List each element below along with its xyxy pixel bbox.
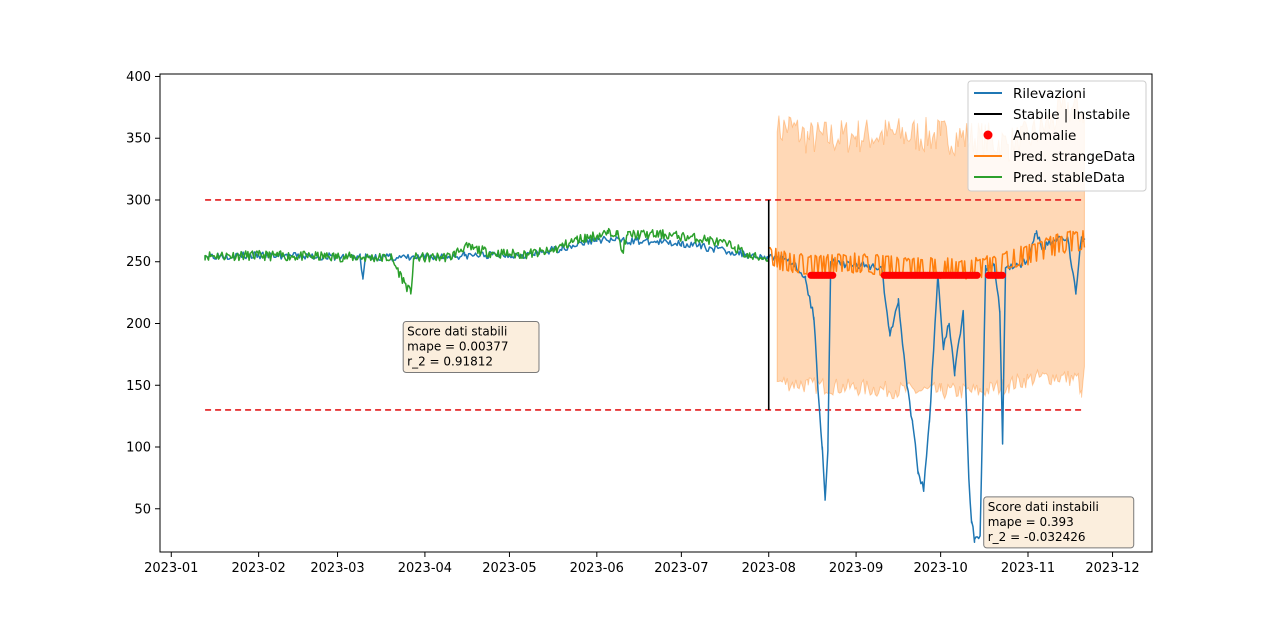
legend-label: Stabile | Instabile bbox=[1013, 107, 1130, 123]
y-tick-label: 300 bbox=[126, 193, 151, 208]
annotation-line: r_2 = -0.032426 bbox=[988, 530, 1086, 544]
x-tick-label: 2023-12 bbox=[1085, 561, 1139, 576]
x-tick-label: 2023-02 bbox=[231, 561, 285, 576]
legend-marker bbox=[983, 130, 993, 140]
anomaly-point bbox=[973, 271, 981, 279]
y-tick-label: 150 bbox=[126, 379, 151, 394]
legend-item: Anomalie bbox=[983, 128, 1076, 144]
legend: Rilevazioni Stabile | Instabile Anomalie Pr… bbox=[967, 80, 1147, 192]
legend-item: Pred. stableData bbox=[974, 170, 1125, 186]
legend-label: Anomalie bbox=[1013, 128, 1076, 144]
annotation-title: Score dati instabili bbox=[988, 500, 1099, 514]
legend-label: Rilevazioni bbox=[1013, 86, 1086, 102]
x-tick-label: 2023-06 bbox=[570, 561, 624, 576]
annotation-box bbox=[983, 496, 1135, 549]
y-tick-label: 200 bbox=[126, 317, 151, 332]
legend-item: Rilevazioni bbox=[974, 86, 1086, 102]
x-tick-label: 2023-03 bbox=[310, 561, 364, 576]
legend-item: Stabile | Instabile bbox=[974, 107, 1130, 123]
y-axis: 50 100 150 200 250 300 350 400 bbox=[126, 70, 160, 517]
y-tick-label: 350 bbox=[126, 132, 151, 147]
legend-item: Pred. strangeData bbox=[974, 149, 1135, 165]
legend-box bbox=[967, 80, 1147, 192]
annotation-title: Score dati stabili bbox=[407, 324, 507, 338]
x-tick-label: 2023-10 bbox=[913, 561, 967, 576]
plot-frame bbox=[159, 73, 1153, 553]
y-tick-label: 250 bbox=[126, 255, 151, 270]
y-tick-label: 50 bbox=[134, 502, 151, 517]
series-stabledata-line bbox=[204, 227, 770, 295]
x-tick-label: 2023-01 bbox=[144, 561, 198, 576]
legend-label: Pred. strangeData bbox=[1013, 149, 1135, 165]
annotation-line: r_2 = 0.91812 bbox=[407, 354, 493, 368]
x-tick-label: 2023-04 bbox=[398, 561, 452, 576]
y-tick-label: 100 bbox=[126, 441, 151, 456]
anomaly-point bbox=[829, 271, 837, 279]
x-tick-label: 2023-08 bbox=[742, 561, 796, 576]
x-axis: 2023-01 2023-02 2023-03 2023-04 2023-05 2023-… bbox=[144, 552, 1140, 576]
x-tick-label: 2023-07 bbox=[654, 561, 708, 576]
annotation-box bbox=[402, 320, 540, 373]
x-tick-label: 2023-05 bbox=[482, 561, 536, 576]
annotation-line: mape = 0.393 bbox=[988, 515, 1074, 529]
anomaly-point bbox=[998, 271, 1007, 279]
x-tick-label: 2023-09 bbox=[829, 561, 883, 576]
x-tick-label: 2023-11 bbox=[1001, 561, 1055, 576]
annotation-line: mape = 0.00377 bbox=[407, 339, 508, 353]
legend-label: Pred. stableData bbox=[1013, 170, 1125, 186]
anomaly-markers bbox=[807, 271, 1007, 279]
y-tick-label: 400 bbox=[126, 70, 151, 85]
